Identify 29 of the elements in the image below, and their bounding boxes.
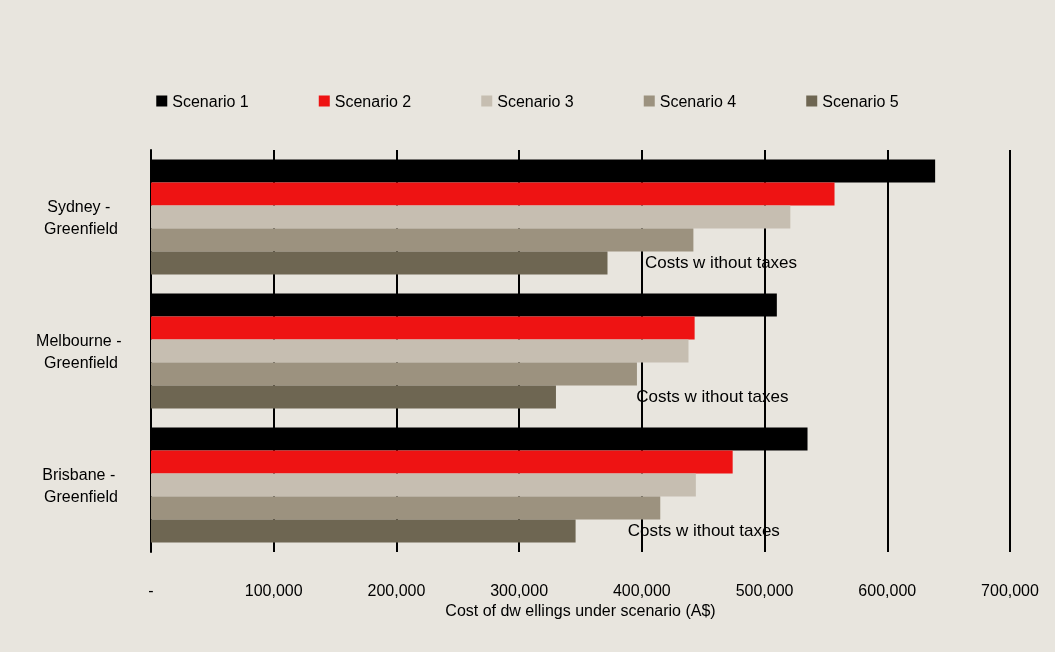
x-tick-label: 500,000 (735, 581, 794, 599)
bar (151, 251, 608, 275)
y-tick-label: Brisbane - Greenfield (42, 465, 120, 505)
legend-label: Scenario 4 (659, 92, 737, 110)
bar (151, 316, 695, 340)
bar (151, 519, 576, 543)
legend-label: Scenario 3 (497, 92, 574, 110)
x-tick-label: - (148, 581, 154, 599)
x-tick-label: 300,000 (490, 581, 549, 599)
legend-label: Scenario 1 (172, 92, 249, 110)
bar (151, 496, 661, 520)
y-tick-label: Melbourne - Greenfield (36, 331, 126, 371)
bar (151, 205, 791, 229)
x-tick-label: 700,000 (981, 581, 1040, 599)
y-tick-label: Sydney - Greenfield (44, 197, 118, 237)
bar (151, 450, 733, 474)
legend-label: Scenario 5 (822, 92, 899, 110)
x-tick-label: 200,000 (367, 581, 426, 599)
bar (151, 385, 556, 409)
bar (151, 362, 637, 386)
x-axis-title: Cost of dw ellings under scenario (A$) (445, 602, 716, 620)
bar (151, 228, 694, 252)
x-tick-label: 100,000 (244, 581, 303, 599)
bar (151, 182, 835, 206)
x-tick-label: 600,000 (858, 581, 917, 599)
legend-label: Scenario 2 (334, 92, 412, 110)
bar (151, 339, 689, 363)
x-tick-label: 400,000 (612, 581, 671, 599)
bar (151, 473, 696, 497)
